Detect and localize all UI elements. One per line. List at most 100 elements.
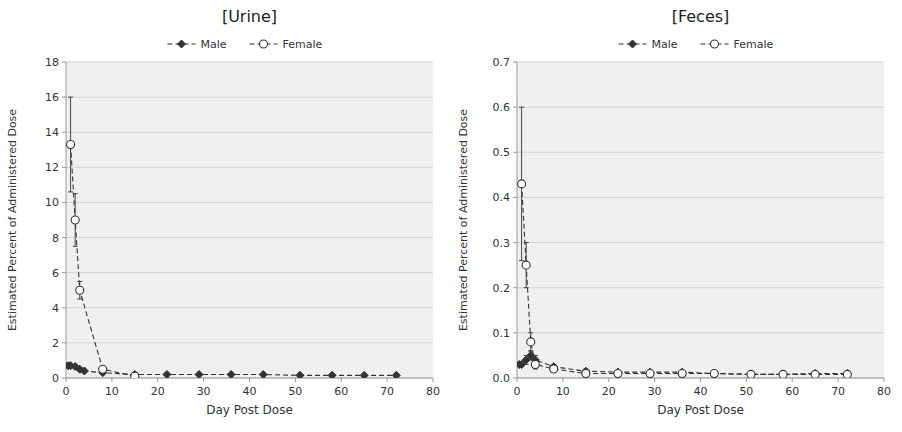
y-tick-label: 0.4 [493,191,511,204]
title: [Feces] [672,7,730,26]
y-tick-label: 6 [52,267,59,280]
point [518,180,526,188]
grid-line [66,97,433,98]
legend-marker [711,40,719,48]
grid-line [517,242,884,243]
point [747,370,755,378]
x-axis [66,378,433,379]
y-axis [517,62,518,378]
y-tick [513,378,517,379]
x-tick-label: 10 [556,385,570,398]
title: [Urine] [222,7,277,26]
grid-line [517,62,884,63]
y-tick [513,332,517,333]
grid-line [66,307,433,308]
point [779,370,787,378]
x-tick [203,378,204,382]
grid-line [66,342,433,343]
x-tick-label: 40 [243,385,257,398]
y-axis-label: Estimated Percent of Administered Dose [6,109,19,331]
grid-line [66,167,433,168]
y-tick [513,62,517,63]
y-tick [513,107,517,108]
y-tick-label: 0.5 [493,146,511,159]
y-tick-label: 10 [45,196,59,209]
point [582,369,590,377]
y-tick [513,152,517,153]
error-cap [528,350,533,351]
point [531,360,539,368]
point [811,369,819,377]
x-tick [517,378,518,382]
point [843,369,851,377]
point [360,371,368,378]
y-axis-label: Estimated Percent of Administered Dose [457,109,470,331]
error-cap [528,332,533,333]
panel: 02468101214161801020304050607080[Urine]M… [6,7,440,417]
legend-marker [178,40,186,48]
x-tick [838,378,839,382]
y-tick-label: 0.3 [493,237,511,250]
legend-marker [260,40,268,48]
y-tick-label: 0.1 [493,327,511,340]
y-tick [62,307,66,308]
x-tick-label: 80 [426,385,440,398]
x-axis [517,378,884,379]
x-axis-label: Day Post Dose [206,403,293,417]
x-tick [387,378,388,382]
data-area [517,107,851,378]
x-tick-label: 60 [785,385,799,398]
point [76,286,84,294]
y-tick [62,237,66,238]
y-tick-label: 18 [45,56,59,69]
grid-line [517,378,884,379]
x-tick-label: 0 [63,385,70,398]
y-tick-label: 0 [52,372,59,385]
legend-label: Female [283,38,323,51]
x-tick [433,378,434,382]
point [843,370,851,378]
y-tick [62,378,66,379]
x-tick [341,378,342,382]
grid-line [66,237,433,238]
point [328,371,336,378]
x-tick [792,378,793,382]
grid-line [517,332,884,333]
grid-line [517,152,884,153]
y-tick-label: 2 [52,337,59,350]
x-tick-label: 70 [831,385,845,398]
error-cap [68,191,73,192]
point [646,369,654,377]
y-tick [62,97,66,98]
x-tick-label: 60 [334,385,348,398]
y-tick-label: 0.7 [493,56,511,69]
x-tick [157,378,158,382]
figure: 02468101214161801020304050607080[Urine]M… [0,0,902,432]
y-tick-label: 8 [52,232,59,245]
point [614,369,622,377]
x-tick [700,378,701,382]
x-tick-label: 70 [380,385,394,398]
y-tick-label: 0.6 [493,101,511,114]
legend-label: Female [734,38,774,51]
grid-line [66,202,433,203]
legend-marker [629,40,637,48]
x-tick-label: 80 [877,385,891,398]
x-tick-label: 10 [105,385,119,398]
grid-line [66,378,433,379]
grid-line [66,272,433,273]
series-line [71,145,135,377]
y-tick-label: 12 [45,161,59,174]
grid-line [517,107,884,108]
legend: Male Female [619,38,774,51]
panel: 0.00.10.20.30.40.50.60.70102030405060708… [457,7,891,417]
y-tick [62,272,66,273]
point [71,216,79,224]
x-tick-label: 30 [197,385,211,398]
x-axis-label: Day Post Dose [657,403,744,417]
point [392,371,400,378]
x-tick [295,378,296,382]
legend-label: Male [652,38,678,51]
point [99,365,107,373]
y-tick-label: 14 [45,126,59,139]
